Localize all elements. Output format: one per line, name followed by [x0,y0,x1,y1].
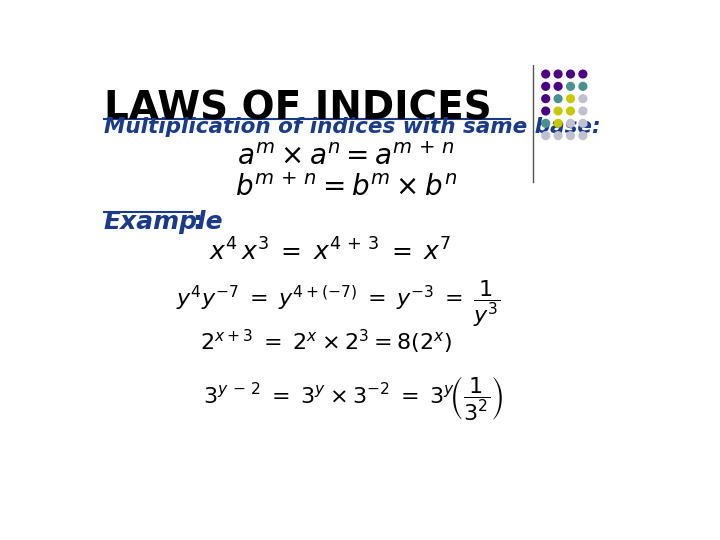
Circle shape [542,119,549,127]
Circle shape [579,70,587,78]
Circle shape [567,95,575,103]
Circle shape [542,132,549,139]
Circle shape [542,70,549,78]
Text: $3^{y\,-\,2}\; =\; 3^y \times 3^{-2}\; =\; 3^y\!\left(\dfrac{1}{3^2}\right)$: $3^{y\,-\,2}\; =\; 3^y \times 3^{-2}\; =… [203,374,504,422]
Circle shape [579,95,587,103]
Circle shape [542,107,549,115]
Circle shape [554,107,562,115]
Circle shape [579,107,587,115]
Circle shape [554,132,562,139]
Text: :: : [192,210,202,234]
Circle shape [579,83,587,90]
Circle shape [567,107,575,115]
Circle shape [554,95,562,103]
Text: $y^4 y^{-7}\; =\; y^{4+(-7)}\; =\; y^{-3}\; =\; \dfrac{1}{y^3}$: $y^4 y^{-7}\; =\; y^{4+(-7)}\; =\; y^{-3… [176,279,500,329]
Text: Example: Example [104,210,224,234]
Text: $2^{x+3}\; =\; 2^x \times 2^3 = 8(2^x)$: $2^{x+3}\; =\; 2^x \times 2^3 = 8(2^x)$ [200,328,452,356]
Circle shape [554,83,562,90]
Circle shape [579,132,587,139]
Circle shape [567,119,575,127]
Text: LAWS OF INDICES: LAWS OF INDICES [104,90,492,127]
Circle shape [542,95,549,103]
Circle shape [554,70,562,78]
Text: $x^4\, x^3\; =\; x^{4\,+\,3}\; =\; x^7$: $x^4\, x^3\; =\; x^{4\,+\,3}\; =\; x^7$ [209,238,451,265]
Circle shape [579,119,587,127]
Text: $b^{m\,+\,n} = b^m \times b^n$: $b^{m\,+\,n} = b^m \times b^n$ [235,174,457,202]
Circle shape [567,132,575,139]
Text: $a^m \times a^n = a^{m\,+\,n}$: $a^m \times a^n = a^{m\,+\,n}$ [237,143,455,171]
Text: Multiplication of indices with same base:: Multiplication of indices with same base… [104,117,600,137]
Circle shape [542,83,549,90]
Circle shape [554,119,562,127]
Circle shape [567,70,575,78]
Circle shape [567,83,575,90]
